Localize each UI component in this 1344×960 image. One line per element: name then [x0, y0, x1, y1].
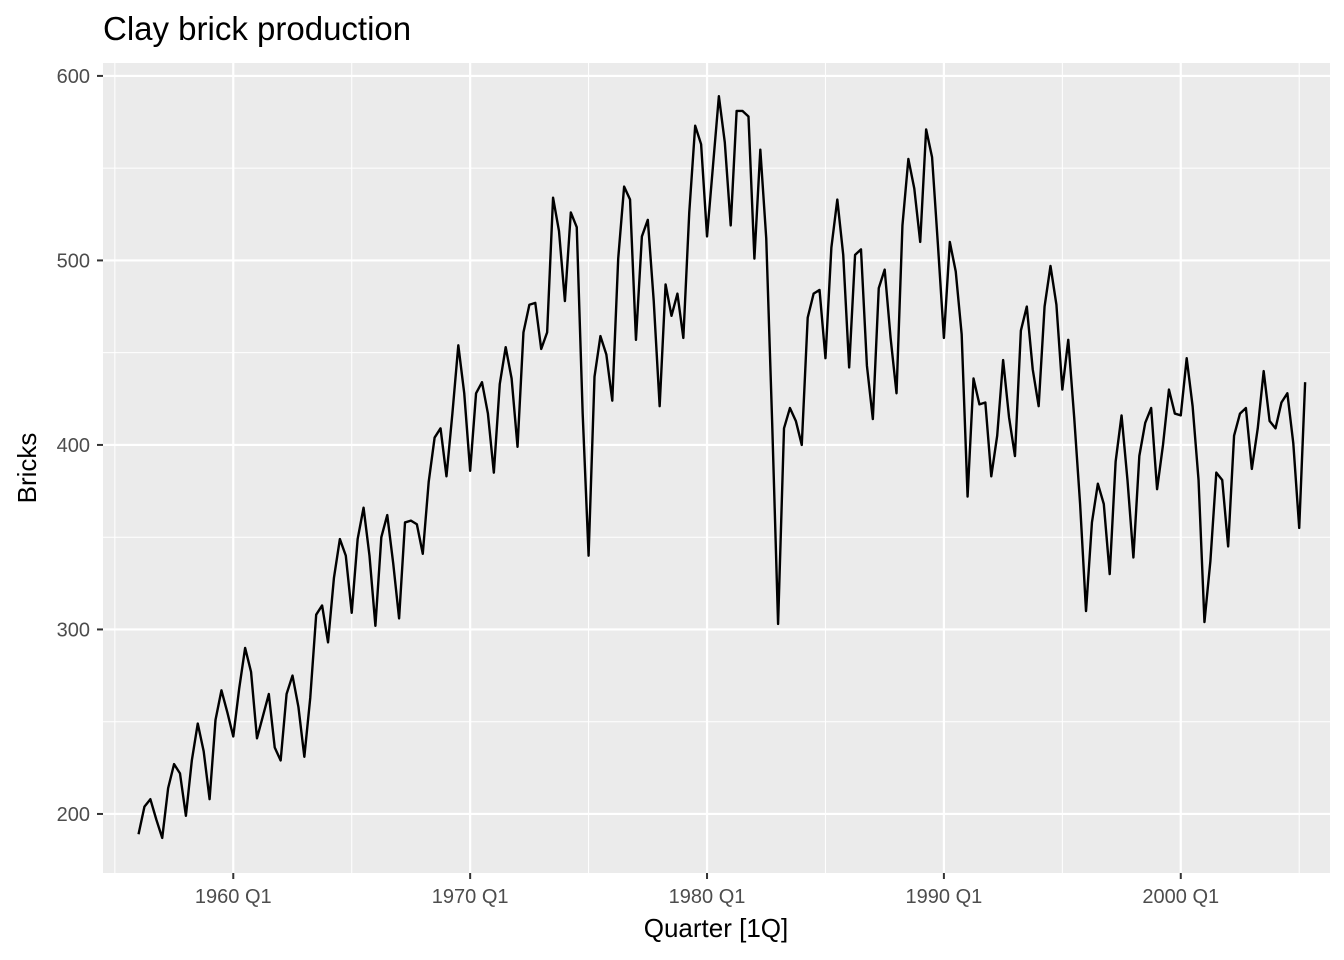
major-gridlines: [103, 63, 1330, 873]
y-tick-label: 400: [57, 435, 90, 457]
x-tick-label: 1980 Q1: [669, 886, 746, 908]
x-tick-label: 1990 Q1: [906, 886, 983, 908]
y-axis-title: Bricks: [12, 433, 42, 504]
y-tick-label: 500: [57, 250, 90, 272]
x-tick-label: 1960 Q1: [195, 886, 272, 908]
plot-panel: [103, 63, 1330, 873]
x-tick-label: 2000 Q1: [1142, 886, 1219, 908]
x-axis-title: Quarter [1Q]: [644, 913, 789, 943]
y-tick-label: 200: [57, 804, 90, 826]
x-tick-label: 1970 Q1: [432, 886, 509, 908]
y-tick-label: 600: [57, 66, 90, 88]
y-tick-label: 300: [57, 619, 90, 641]
tick-labels: 1960 Q1 1970 Q1 1980 Q1 1990 Q1 2000 Q1 200 30…: [57, 66, 1220, 908]
chart-title: Clay brick production: [103, 10, 411, 47]
series-layer: [137, 95, 1307, 840]
axis-ticks: [97, 74, 1182, 879]
series-line-bricks: [137, 95, 1307, 840]
